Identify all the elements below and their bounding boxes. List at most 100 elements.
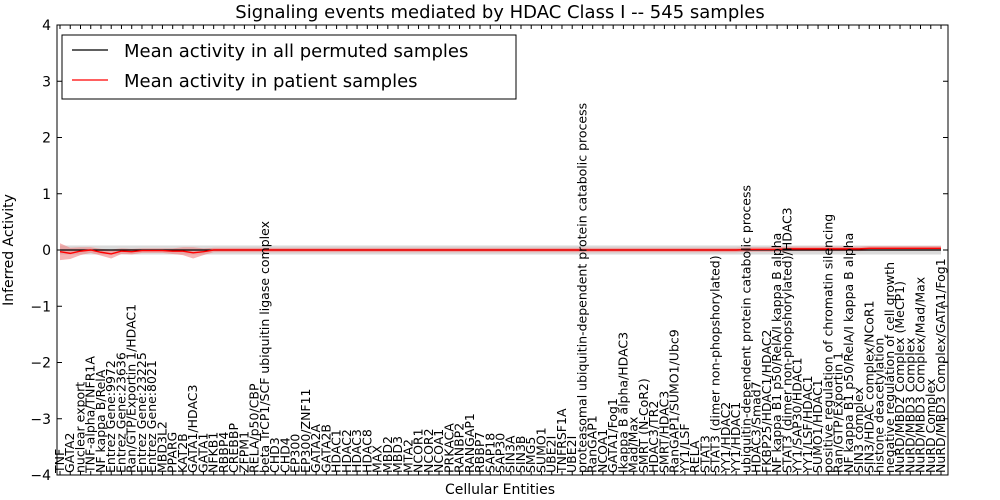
x-tick-label: KAT2B (175, 433, 190, 473)
x-tick-label: SMRT/HDAC3 (656, 391, 671, 473)
series-lines (59, 247, 941, 255)
x-tick-label: Mad/Max (626, 417, 641, 473)
x-tick-label: HDAC2 (339, 429, 354, 473)
x-tick-label: RELA/p50/CBP (247, 383, 262, 473)
x-tick-label: RBBP4 (216, 432, 231, 473)
x-tick-label: STAT3 (dimer non-phopshorylated) (708, 255, 723, 473)
x-tick-label: NF kappa B1 p50/RelA/I kappa B alpha (841, 233, 856, 473)
x-tick-label: NuRD Complex (923, 379, 938, 473)
x-tick-label: YY1/SAP30/HDAC1 (790, 357, 805, 474)
y-axis-ticks: −4 −3 −2 −1 0 1 2 3 4 (30, 18, 948, 484)
y-tick-label: 4 (42, 18, 51, 34)
plot-frame (56, 24, 949, 476)
x-tick-label: UBE2I (544, 436, 559, 473)
y-axis-label: Inferred Activity (1, 194, 17, 306)
x-tick-label: NFKB1 (206, 432, 221, 473)
x-tick-label: Entrez Gene:8021 (144, 360, 159, 473)
x-tick-label: SIN3A (503, 435, 518, 473)
x-tick-label: GATA1 (195, 433, 210, 473)
x-tick-label: GATA2A (308, 424, 323, 473)
x-tick-label: RanGAP1 (585, 415, 600, 473)
x-tick-label: HDAC3 (349, 429, 364, 473)
x-tick-label: NF kappa B1 p50/RelA/I kappa B alpha (769, 233, 784, 473)
legend-label-patient: Mean activity in patient samples (124, 71, 418, 92)
x-tick-label: HDAC3/Smad7 (749, 381, 764, 473)
y-tick-label: 1 (42, 187, 51, 203)
x-tick-label: CREBBP (226, 423, 241, 473)
x-tick-label: NCOA1 (431, 429, 446, 473)
x-tick-label: NuRD/MBD3 Complex/GATA1/Fog1 (933, 258, 948, 473)
x-tick-label: EP300 (288, 434, 303, 473)
patient-band (60, 243, 941, 261)
x-tick-label: SAP18 (482, 433, 497, 473)
chart-title: Signaling events mediated by HDAC Class … (235, 2, 764, 23)
x-tick-label: Ikappa B alpha/HDAC3 (615, 332, 630, 473)
x-tick-label: RANGAP1 (462, 413, 477, 473)
y-tick-label: 0 (42, 243, 51, 259)
x-tick-label: NuRD/MBD3 Complex (902, 337, 917, 473)
series-line-patient (59, 247, 941, 255)
x-tick-label: GATA1/Fog1 (605, 398, 620, 473)
x-tick-label: FKBP25/HDAC1/HDAC2 (759, 330, 774, 473)
x-tick-label: RELA (687, 440, 702, 473)
x-tick-label: SUMO1 (533, 427, 548, 473)
x-tick-label: PPARG (165, 432, 180, 473)
x-tick-label: histone deacetylation (872, 338, 887, 473)
x-tick-label: GATA2B (318, 424, 333, 473)
x-tick-label: STAT3 (dimer non-phopshorylated)/HDAC3 (779, 207, 794, 473)
x-tick-label: MTA2 (400, 439, 415, 473)
x-tick-label: HDAC8 (359, 429, 374, 473)
legend-label-permuted: Mean activity in all permuted samples (124, 41, 468, 62)
x-tick-label: TNF-alpha/TNFR1A (83, 356, 98, 474)
x-tick-label: NF kappa B/RelA (93, 369, 108, 473)
x-tick-label: YY1/LSF (677, 423, 692, 474)
x-tick-label: CHD4 (277, 437, 292, 473)
x-tick-label: UBE2I (564, 436, 579, 473)
x-tick-label: positive regulation of chromatin silenci… (820, 214, 835, 473)
y-tick-label: −4 (30, 468, 51, 484)
x-tick-label: HDAC3/TR2 (646, 401, 661, 473)
x-tick-label: SMRT (N-CoR2) (636, 378, 651, 473)
x-axis-label: Cellular Entities (445, 482, 555, 498)
x-tick-label: NCOR1 (411, 428, 426, 473)
x-tick-label: Ran/GTP/Exportin 1 (831, 352, 846, 473)
x-tick-label: proteasomal ubiquitin-dependent protein … (574, 103, 589, 473)
y-tick-label: −1 (30, 299, 51, 315)
y-tick-label: −2 (30, 356, 51, 372)
x-tick-label: Entrez Gene:9972 (103, 360, 118, 473)
x-tick-label: SIN3/HDAC complex/NCoR1 (861, 300, 876, 473)
x-tick-label: GATA1/HDAC3 (185, 385, 200, 473)
x-tick-label: PRKACA (441, 423, 456, 473)
x-tick-label: SUMO1/HDAC1 (810, 379, 825, 473)
x-tick-label: ZFPM1 (236, 431, 251, 473)
legend: Mean activity in all permuted samples Me… (61, 34, 517, 100)
x-tick-label: SAP30 (493, 433, 508, 473)
x-tick-label: nuclear export (72, 382, 87, 473)
x-tick-label: MBD2 (380, 436, 395, 473)
x-tick-label: CHD3 (267, 437, 282, 473)
x-tick-label: beta TrCP1/SCF ubiquitin ligase complex (257, 221, 272, 473)
x-tick-label: NuRD/MBD2 Complex (MeCP1) (892, 281, 907, 473)
x-tick-label: SIN3B (513, 436, 528, 474)
x-tick-label: NCOR2 (421, 428, 436, 473)
x-tick-label: Entrez Gene:23636 (113, 352, 128, 473)
legend-box (61, 34, 517, 100)
x-tick-label: negative regulation of cell growth (882, 262, 897, 473)
x-tick-label: MBD3 (390, 436, 405, 473)
x-tick-label: YY1/LSF/HDAC1 (800, 375, 815, 474)
y-tick-label: −3 (30, 412, 51, 428)
x-tick-label: SMG5 (523, 437, 538, 473)
x-tick-label: YY1/HDAC2 (718, 402, 733, 474)
x-tick-label: RANBP2 (452, 423, 467, 473)
x-tick-label: RBBP7 (472, 432, 487, 473)
y-tick-label: 3 (42, 74, 51, 90)
x-tick-label: Ran/GTP/Exportin 1/HDAC1 (124, 304, 139, 473)
x-tick-label: NuRD/MBD3 Complex/Mad/Max (913, 277, 928, 473)
x-tick-label: RanGAP1/SUMO1/Ubc9 (667, 329, 682, 473)
x-tick-label: TNF (52, 449, 67, 474)
x-tick-label: EP300/ZNF11 (298, 388, 313, 473)
x-tick-label: SIN3 complex (851, 387, 866, 473)
x-tick-label: NCOA1 (595, 429, 610, 473)
